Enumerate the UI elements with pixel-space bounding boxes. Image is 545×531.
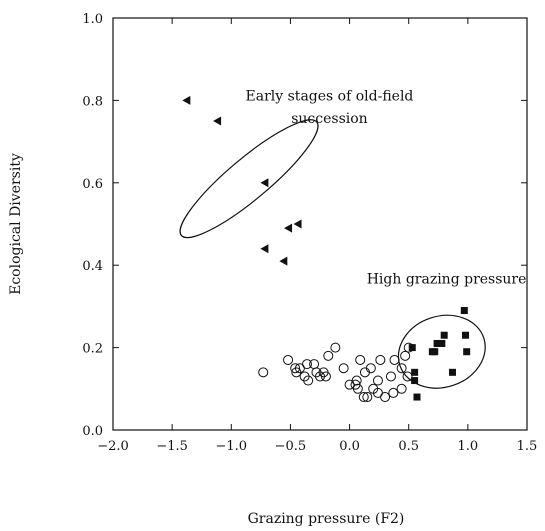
square-point <box>431 348 439 356</box>
circle-point <box>258 367 269 378</box>
circle-point <box>403 342 414 353</box>
circle-point <box>352 383 363 394</box>
circle-point <box>323 350 334 361</box>
x-tick-label: −1.0 <box>215 439 247 454</box>
circle-point <box>309 359 320 370</box>
triangle-point <box>182 95 191 105</box>
triangle-point <box>293 219 302 229</box>
annotation-text: succession <box>291 111 367 127</box>
circle-point <box>396 363 407 374</box>
square-point <box>438 339 446 347</box>
x-tick-label: −2.0 <box>97 439 129 454</box>
square-point <box>413 393 421 401</box>
circle-point <box>375 354 386 365</box>
annotations: Early stages of old-field succession High … <box>246 88 527 287</box>
square-point <box>460 307 468 315</box>
circle-point <box>372 375 383 386</box>
plot-frame <box>112 17 528 431</box>
y-tick-label: 1.0 <box>82 12 103 27</box>
circle-point <box>396 383 407 394</box>
triangle-point <box>284 223 293 233</box>
circle-point <box>344 379 355 390</box>
square-point <box>440 331 448 339</box>
circle-point <box>290 363 301 374</box>
annotation-text: High grazing pressure <box>367 272 527 288</box>
circle-point <box>301 359 312 370</box>
circle-point <box>388 387 399 398</box>
triangle-point <box>260 178 269 188</box>
cluster-ellipses <box>179 119 486 389</box>
cluster-ellipse <box>397 314 486 389</box>
triangle-point <box>213 116 222 126</box>
square-point <box>461 331 469 339</box>
cluster-ellipse <box>179 119 319 239</box>
y-tick-label: 0.6 <box>82 177 103 192</box>
circle-point <box>291 367 302 378</box>
circle-point <box>355 354 366 365</box>
square-point <box>411 368 419 376</box>
y-tick-label: 0.4 <box>82 259 103 274</box>
circle-point <box>402 371 413 382</box>
square-point <box>408 344 416 352</box>
square-point <box>463 348 471 356</box>
triangle-point <box>279 256 288 266</box>
square-point <box>433 339 441 347</box>
circle-point <box>338 363 349 374</box>
y-tick-label: 0.8 <box>82 94 103 109</box>
square-point <box>448 368 456 376</box>
circle-point <box>358 392 369 403</box>
annotation-text: Early stages of old-field <box>246 88 414 104</box>
x-tick-label: −0.5 <box>275 439 307 454</box>
circle-point <box>385 371 396 382</box>
y-tick-label: 0.0 <box>82 424 103 439</box>
x-tick-label: 0.5 <box>398 439 419 454</box>
circle-point <box>380 392 391 403</box>
triangle-point <box>260 244 269 254</box>
x-tick-label: 1.5 <box>517 439 538 454</box>
circle-point <box>362 392 373 403</box>
circle-point <box>303 375 314 386</box>
x-tick-label: 1.0 <box>458 439 479 454</box>
circle-point <box>365 363 376 374</box>
circle-point <box>283 354 294 365</box>
axis-ticks: −2.0 −1.5 −1.0 −0.5 0.0 0.5 1.0 1.5 0.0 0.2 0.4 0.6… <box>82 12 537 454</box>
square-point <box>411 377 419 385</box>
circle-point <box>320 371 331 382</box>
circle-point <box>389 354 400 365</box>
x-tick-label: −1.5 <box>156 439 188 454</box>
x-tick-label: 0.0 <box>339 439 360 454</box>
x-axis-label: Grazing pressure (F2) <box>248 511 405 527</box>
y-axis-label: Ecological Diversity <box>8 153 24 295</box>
y-tick-label: 0.2 <box>82 342 103 357</box>
circle-point <box>330 342 341 353</box>
circle-point <box>400 350 411 361</box>
data-points <box>182 95 471 403</box>
circle-point <box>315 371 325 382</box>
